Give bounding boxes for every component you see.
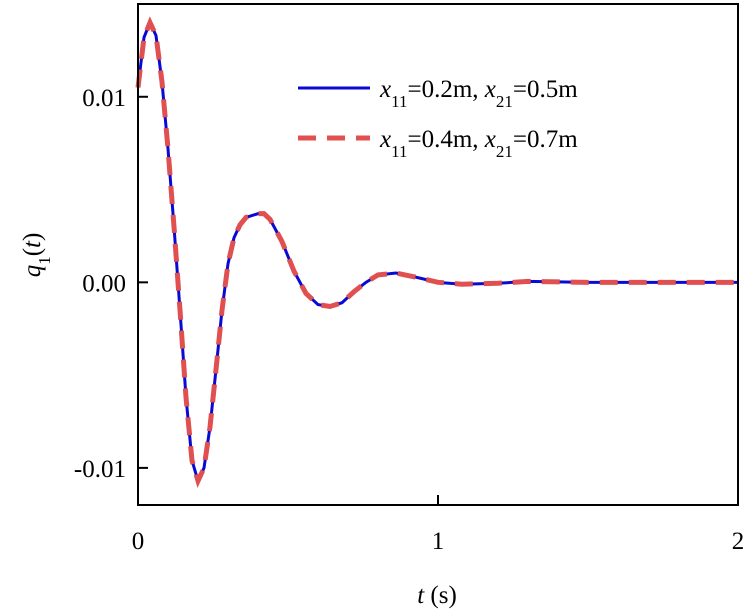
x-tick-text: 1 bbox=[432, 528, 445, 555]
legend-label: x11​=0.2m, x21​=0.5m bbox=[379, 76, 578, 111]
y-axis-label: q1​(t) bbox=[19, 233, 54, 278]
y-tick-text: 0.00 bbox=[82, 270, 126, 297]
y-tick-text: 0.01 bbox=[82, 85, 126, 112]
y-tick-text: -0.01 bbox=[74, 456, 126, 483]
plot-frame bbox=[137, 3, 739, 506]
legend-label: x11​=0.4m, x21​=0.7m bbox=[379, 126, 578, 161]
x-tick-text: 0 bbox=[132, 528, 145, 555]
x-tick-text: 2 bbox=[732, 528, 745, 555]
x-axis-label: t (s) bbox=[417, 582, 457, 609]
data-line bbox=[135, 16, 738, 488]
